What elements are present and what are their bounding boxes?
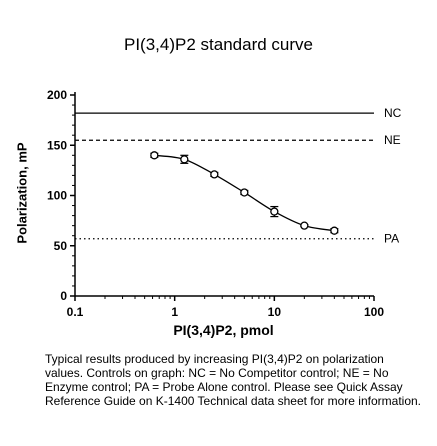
reference-label-pa: PA [384, 232, 399, 246]
data-point [180, 155, 189, 164]
x-tick-label-0.1: 0.1 [67, 305, 84, 319]
data-point [240, 188, 249, 197]
standard-curve-plot: 0 50 100 150 200 0.1 1 10 100 NC NE PA [47, 88, 402, 319]
x-tick-label-100: 100 [364, 305, 384, 319]
y-tick-label-0: 0 [60, 289, 67, 303]
chart-title: PI(3,4)P2 standard curve [124, 35, 313, 54]
y-tick-label-200: 200 [47, 88, 67, 102]
data-point [210, 170, 219, 179]
y-tick-label-100: 100 [47, 189, 67, 203]
y-tick-label-50: 50 [54, 239, 68, 253]
figure-caption: Typical results produced by increasing P… [45, 352, 421, 408]
x-tick-label-1: 1 [171, 305, 178, 319]
data-point [150, 151, 159, 160]
reference-label-ne: NE [384, 133, 401, 147]
y-tick-label-150: 150 [47, 138, 67, 152]
data-point [330, 226, 339, 235]
x-axis-label: PI(3,4)P2, pmol [173, 322, 274, 338]
data-point [300, 221, 309, 230]
x-tick-label-10: 10 [268, 305, 282, 319]
reference-label-nc: NC [384, 106, 402, 120]
data-point [270, 207, 279, 216]
